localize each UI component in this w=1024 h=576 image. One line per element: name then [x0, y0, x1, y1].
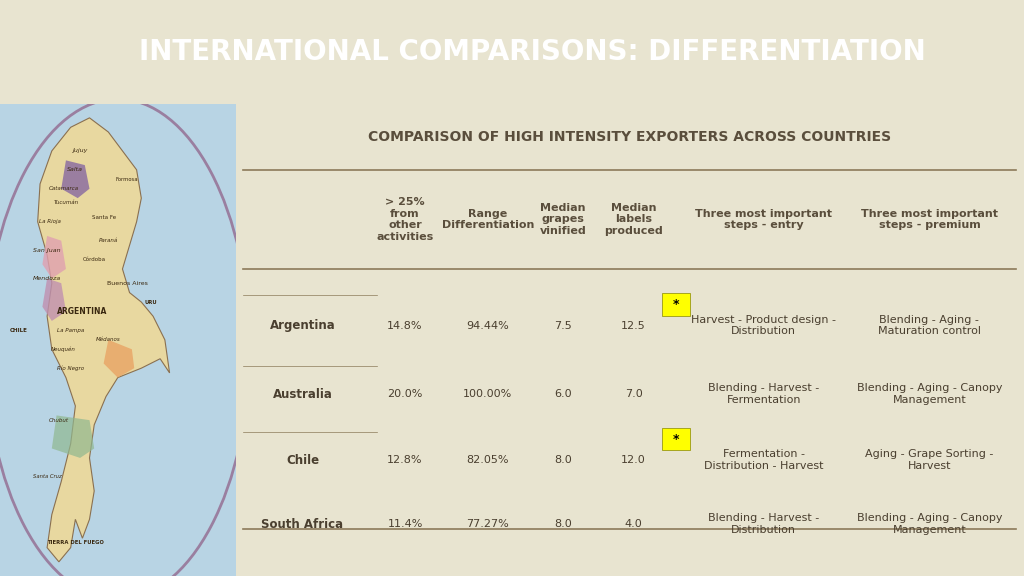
Text: *: * [673, 433, 680, 445]
Text: Santa Fe: Santa Fe [91, 214, 116, 219]
Text: URU: URU [144, 300, 157, 305]
Text: Médanos: Médanos [96, 338, 121, 342]
Text: INTERNATIONAL COMPARISONS: DIFFERENTIATION: INTERNATIONAL COMPARISONS: DIFFERENTIATI… [139, 38, 926, 66]
Text: Río Negro: Río Negro [57, 365, 84, 371]
Text: 12.0: 12.0 [622, 455, 646, 465]
Text: 4.0: 4.0 [625, 519, 643, 529]
Text: La Pampa: La Pampa [57, 328, 84, 333]
Text: Buenos Aires: Buenos Aires [106, 281, 147, 286]
Text: 12.5: 12.5 [622, 321, 646, 331]
Text: *: * [673, 298, 680, 311]
Text: > 25%
from
other
activities: > 25% from other activities [377, 197, 434, 242]
Text: 14.8%: 14.8% [387, 321, 423, 331]
Text: 8.0: 8.0 [554, 519, 571, 529]
Polygon shape [42, 278, 66, 321]
Text: Salta: Salta [68, 167, 83, 172]
Polygon shape [61, 160, 89, 198]
Text: Blending - Aging -
Maturation control: Blending - Aging - Maturation control [878, 315, 981, 336]
Text: Blending - Aging - Canopy
Management: Blending - Aging - Canopy Management [857, 384, 1002, 405]
Text: Neuquén: Neuquén [51, 347, 76, 352]
Text: South Africa: South Africa [261, 518, 344, 530]
Text: 20.0%: 20.0% [387, 389, 423, 399]
Text: 8.0: 8.0 [554, 455, 571, 465]
Text: 7.0: 7.0 [625, 389, 643, 399]
Text: 12.8%: 12.8% [387, 455, 423, 465]
Text: Córdoba: Córdoba [83, 257, 105, 262]
Polygon shape [52, 415, 94, 458]
Text: 94.44%: 94.44% [467, 321, 509, 331]
Text: Chubut: Chubut [49, 418, 69, 423]
Text: Blending - Aging - Canopy
Management: Blending - Aging - Canopy Management [857, 513, 1002, 535]
Text: Australia: Australia [272, 388, 333, 401]
Text: 6.0: 6.0 [554, 389, 571, 399]
FancyBboxPatch shape [663, 428, 690, 450]
Text: Aging - Grape Sorting -
Harvest: Aging - Grape Sorting - Harvest [865, 449, 993, 471]
FancyBboxPatch shape [0, 104, 236, 576]
Text: Three most important
steps - premium: Three most important steps - premium [861, 209, 997, 230]
Text: CHILE: CHILE [10, 328, 28, 333]
Text: San Juan: San Juan [34, 248, 60, 253]
Text: Blending - Harvest -
Fermentation: Blending - Harvest - Fermentation [709, 384, 819, 405]
Text: Formosa: Formosa [116, 177, 138, 182]
Text: 77.27%: 77.27% [467, 519, 509, 529]
Text: Mendoza: Mendoza [33, 276, 61, 281]
Text: Three most important
steps - entry: Three most important steps - entry [695, 209, 833, 230]
Text: 100.00%: 100.00% [463, 389, 512, 399]
Text: COMPARISON OF HIGH INTENSITY EXPORTERS ACROSS COUNTRIES: COMPARISON OF HIGH INTENSITY EXPORTERS A… [369, 130, 891, 144]
FancyBboxPatch shape [663, 293, 690, 316]
Text: Catamarca: Catamarca [48, 186, 79, 191]
Polygon shape [42, 236, 66, 278]
Text: 7.5: 7.5 [554, 321, 571, 331]
Text: Chile: Chile [286, 454, 319, 467]
Polygon shape [103, 340, 134, 378]
Text: TIERRA DEL FUEGO: TIERRA DEL FUEGO [47, 540, 103, 545]
Text: 11.4%: 11.4% [387, 519, 423, 529]
Text: ARGENTINA: ARGENTINA [57, 307, 108, 316]
Text: Median
grapes
vinified: Median grapes vinified [540, 203, 586, 236]
Text: Jujuy: Jujuy [73, 149, 88, 153]
Text: 82.05%: 82.05% [467, 455, 509, 465]
Text: La Rioja: La Rioja [39, 219, 60, 224]
Text: Range
Differentiation: Range Differentiation [441, 209, 535, 230]
Text: Blending - Harvest -
Distribution: Blending - Harvest - Distribution [709, 513, 819, 535]
Text: Fermentation -
Distribution - Harvest: Fermentation - Distribution - Harvest [705, 449, 823, 471]
Text: Harvest - Product design -
Distribution: Harvest - Product design - Distribution [691, 315, 837, 336]
Text: Santa Cruz: Santa Cruz [33, 474, 61, 479]
Text: Paraná: Paraná [98, 238, 118, 243]
Polygon shape [38, 118, 170, 562]
Text: Tucumán: Tucumán [53, 200, 79, 206]
Text: Median
labels
produced: Median labels produced [604, 203, 664, 236]
Text: Argentina: Argentina [269, 319, 336, 332]
